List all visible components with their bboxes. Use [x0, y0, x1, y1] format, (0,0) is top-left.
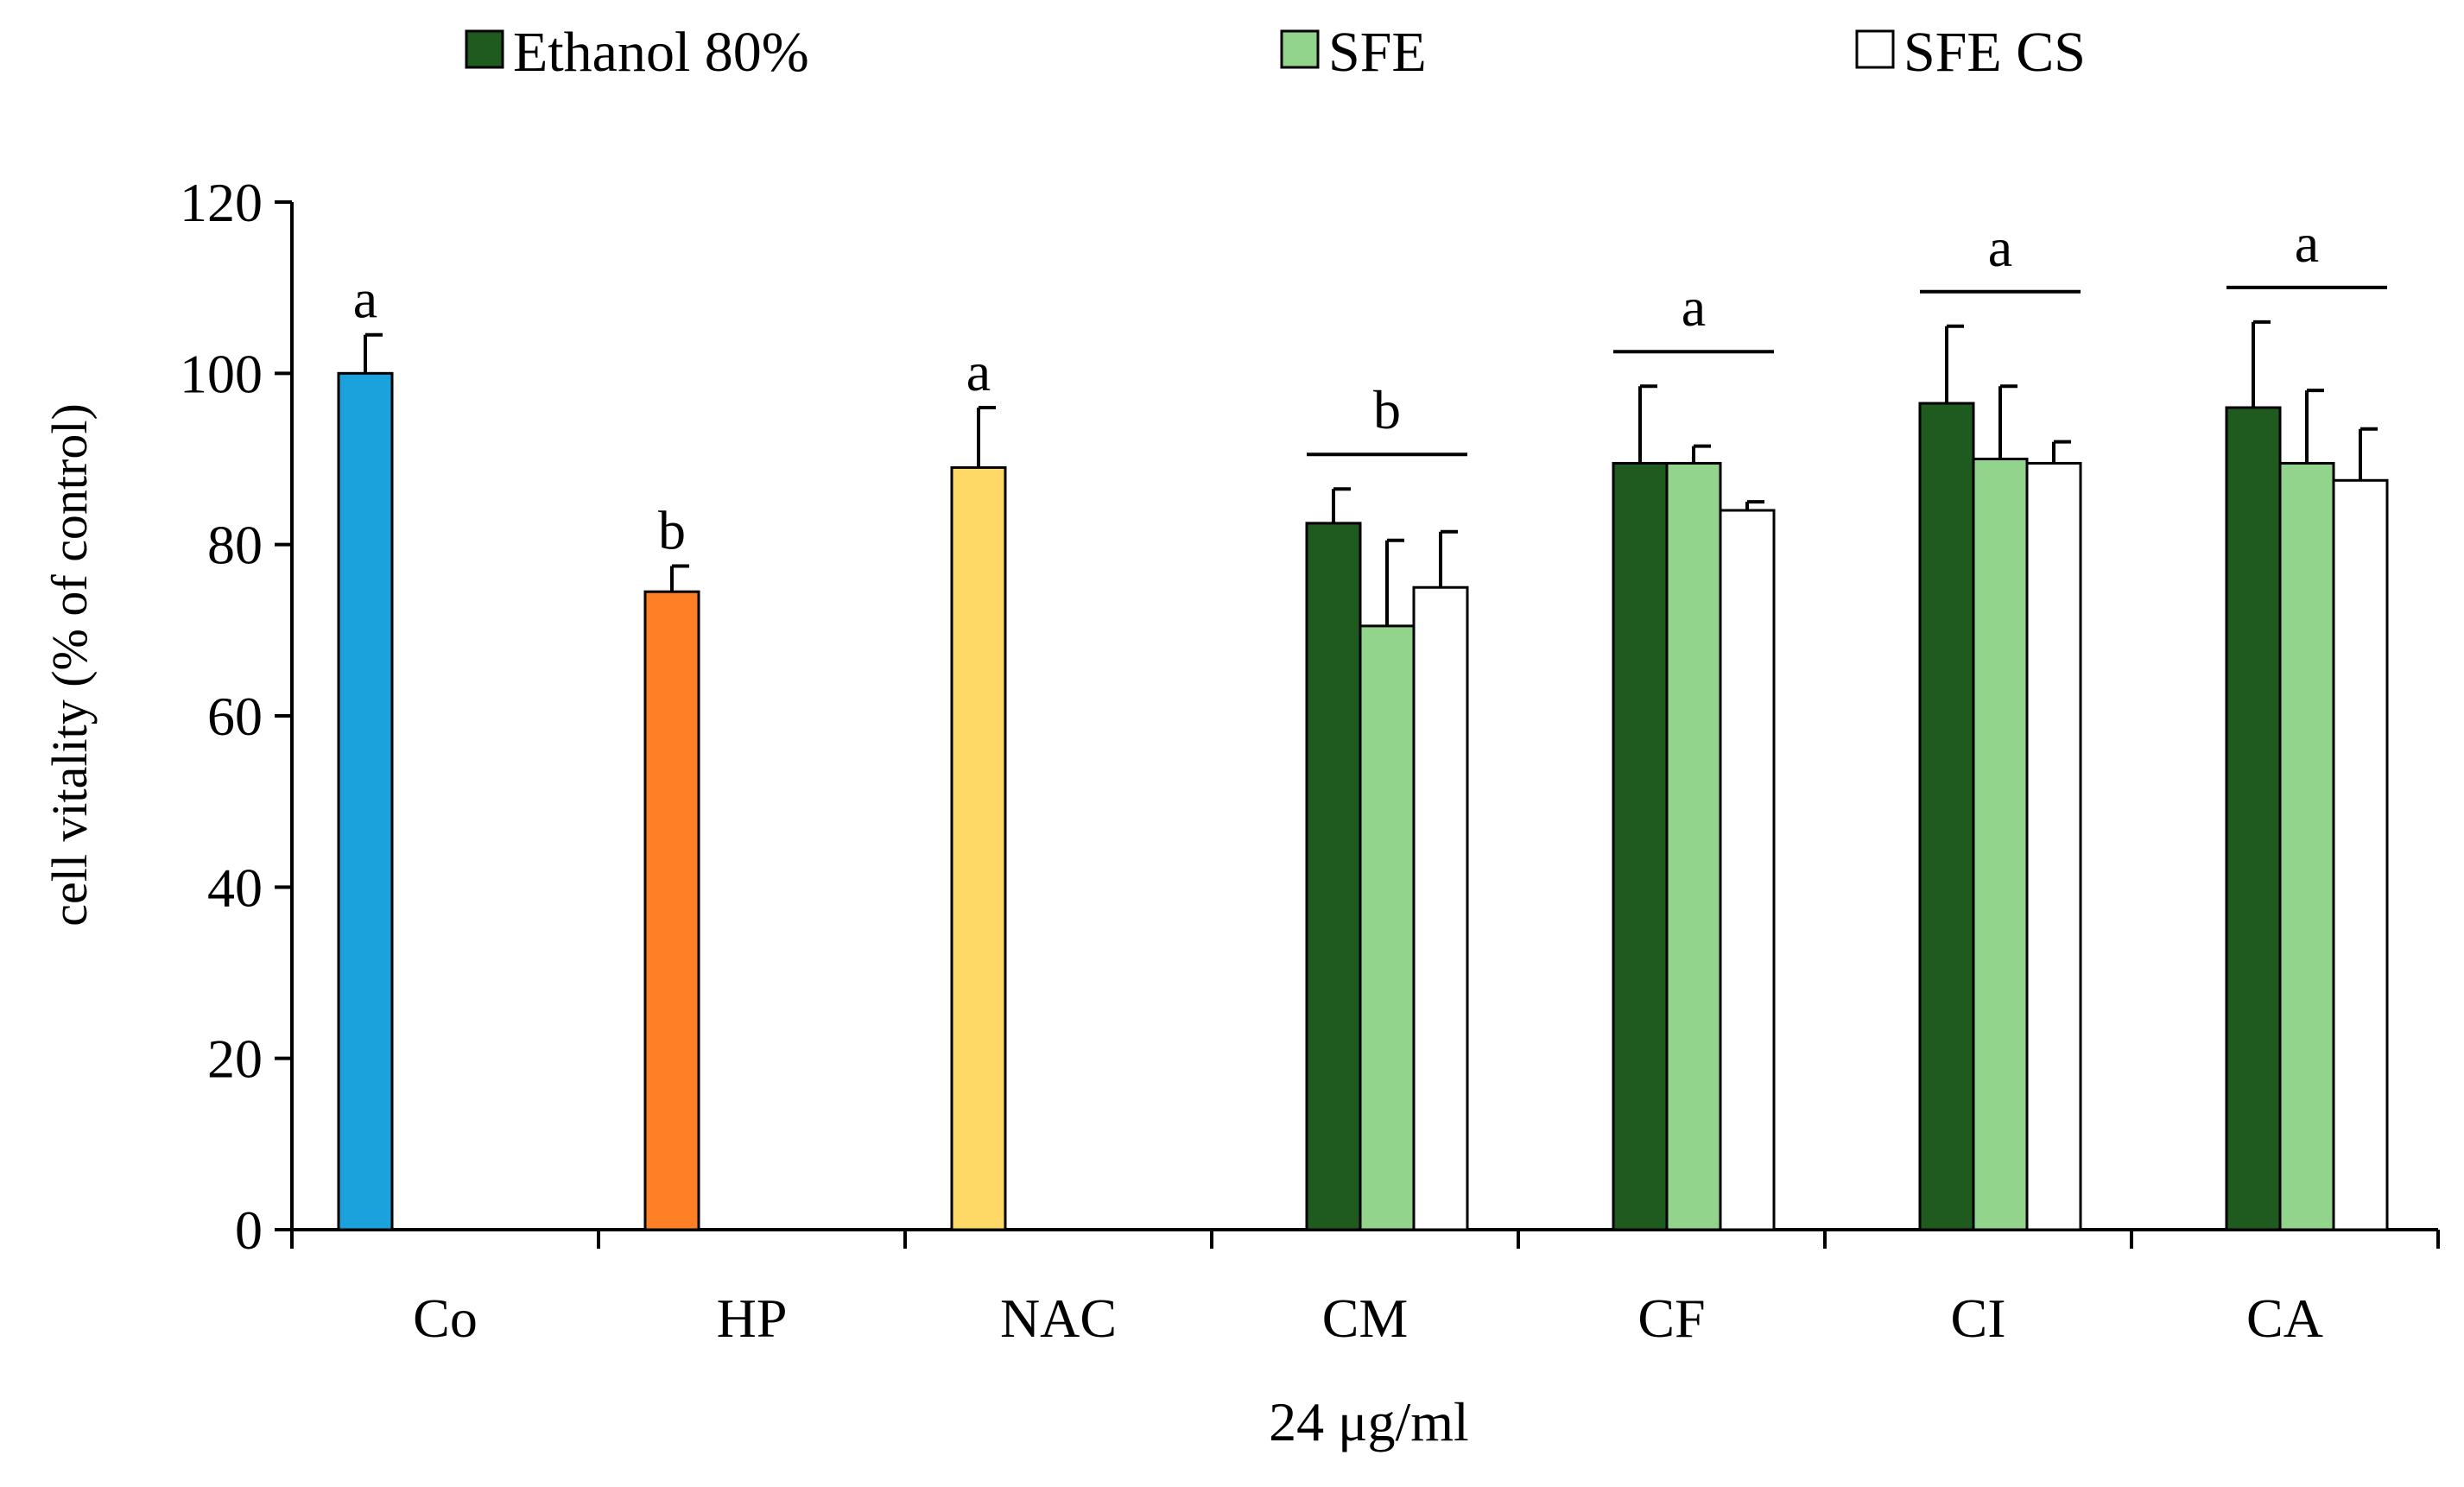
legend: Ethanol 80% SFE SFE CS	[465, 21, 2086, 84]
x-tick-label: NAC	[1000, 1288, 1117, 1349]
bar-hp	[643, 590, 700, 1231]
bars	[337, 320, 2389, 1231]
y-tick-label: 100	[180, 343, 263, 404]
bar-ca-series-3	[2332, 478, 2389, 1231]
bar-cm-series-2	[1359, 624, 1416, 1231]
bar-ca-series-2	[2278, 461, 2335, 1231]
y-tick-label: 0	[235, 1199, 263, 1261]
legend-swatch	[1855, 29, 1895, 69]
significance-letter: a	[1682, 276, 1706, 338]
significance-letter: a	[1988, 217, 2012, 278]
x-tick-label: CM	[1322, 1288, 1409, 1349]
y-axis-label: cell vitality (% of control)	[41, 403, 98, 927]
y-tick-label: 120	[180, 172, 263, 233]
x-tick-label: CF	[1637, 1288, 1705, 1349]
x-tick-label: CI	[1951, 1288, 2006, 1349]
x-axis: Co HP NAC CM CF CI CA	[290, 1228, 2440, 1349]
bar-ci-series-2	[1972, 458, 2029, 1231]
legend-label: SFE CS	[1903, 21, 2086, 84]
bar-cf-series-2	[1665, 461, 1722, 1231]
legend-label: Ethanol 80%	[513, 21, 809, 84]
legend-swatch	[1280, 29, 1320, 69]
bar-cf-series-3	[1719, 509, 1776, 1231]
bar-cf-series-1	[1612, 461, 1669, 1231]
significance-letter: a	[2295, 212, 2319, 274]
y-tick-label: 20	[207, 1028, 263, 1090]
legend-swatch	[465, 29, 504, 69]
bar-cm-series-3	[1412, 585, 1469, 1231]
y-axis: 0 20 40 60 80 100 120	[180, 172, 294, 1261]
bar-co	[337, 371, 394, 1231]
x-tick-label: HP	[717, 1288, 788, 1349]
significance-letter: a	[966, 341, 991, 402]
x-axis-label: 24 μg/ml	[1269, 1391, 1469, 1452]
bar-ci-series-1	[1918, 402, 1975, 1231]
y-tick-label: 40	[207, 857, 263, 918]
bar-ca-series-1	[2225, 406, 2282, 1231]
significance-annotations: a b a b a a a	[353, 212, 2387, 560]
bar-ci-series-3	[2025, 461, 2082, 1231]
y-tick-label: 60	[207, 686, 263, 747]
significance-letter: a	[353, 269, 377, 330]
significance-letter: b	[1373, 379, 1401, 440]
significance-letter: b	[658, 499, 686, 560]
x-tick-label: CA	[2246, 1288, 2323, 1349]
bar-nac	[950, 465, 1007, 1231]
x-tick-label: Co	[413, 1288, 478, 1349]
y-tick-label: 80	[207, 515, 263, 576]
bar-cm-series-1	[1305, 522, 1362, 1231]
legend-label: SFE	[1328, 21, 1427, 84]
